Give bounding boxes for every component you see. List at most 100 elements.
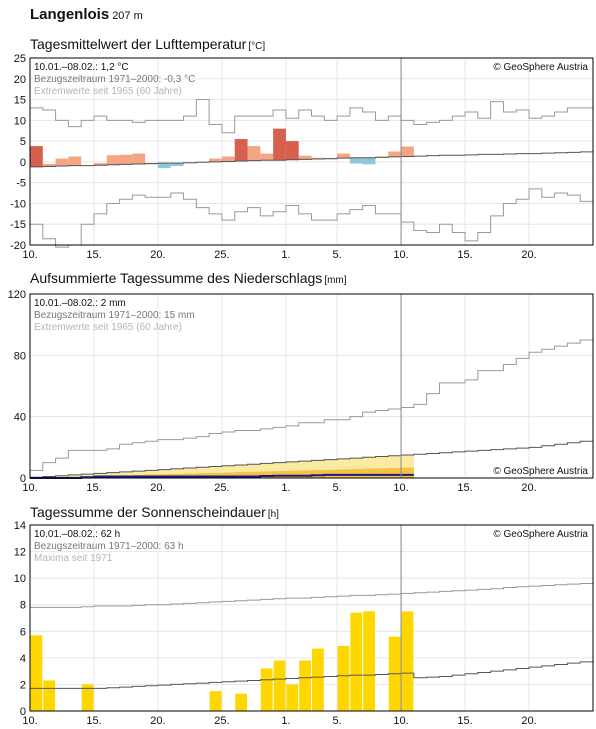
- y-tick-label: 6: [20, 626, 26, 638]
- y-tick-label: 80: [14, 350, 26, 362]
- temperature-bar: [106, 155, 120, 165]
- temperature-bar: [132, 153, 146, 164]
- temperature-bar: [401, 146, 414, 157]
- plot-frame: [29, 293, 594, 479]
- x-tick-label: 5.: [332, 482, 341, 494]
- info-line: Bezugszeitraum 1971–2000: 63 h: [34, 541, 184, 552]
- sunshine-bar: [350, 612, 363, 711]
- temperature-bar: [362, 157, 376, 165]
- min-extreme-line: [30, 188, 593, 248]
- sunshine-bar: [401, 611, 414, 711]
- copyright-label: © GeoSphere Austria: [493, 466, 588, 477]
- normal-line: [30, 661, 593, 689]
- temperature-bar: [221, 156, 235, 162]
- temperature-bar: [388, 151, 402, 157]
- x-tick-label: 20.: [521, 715, 536, 727]
- x-tick-label: 15.: [457, 482, 472, 494]
- sunshine-bar: [260, 668, 273, 711]
- x-tick-label: 1.: [281, 482, 290, 494]
- station-name: Langenlois: [30, 6, 110, 23]
- y-tick-label: 0: [20, 473, 26, 485]
- x-tick-label: 20.: [150, 715, 165, 727]
- info-line: 10.01.–08.02.: 2 mm: [34, 298, 126, 309]
- plot-frame: [29, 57, 594, 246]
- sunshine-title-text: Tagessumme der Sonnenscheindauer: [30, 504, 266, 520]
- temperature-bar: [298, 155, 312, 160]
- x-tick-label: 15.: [457, 715, 472, 727]
- x-tick-label: 15.: [86, 715, 101, 727]
- temperature-bar: [93, 163, 107, 166]
- x-tick-label: 10.: [22, 715, 37, 727]
- info-line: Extremwerte seit 1965 (60 Jahre): [34, 86, 182, 97]
- x-tick-label: 15.: [86, 249, 101, 261]
- y-tick-label: 5: [20, 136, 26, 148]
- temperature-bar: [42, 163, 56, 167]
- sunshine-bar: [312, 648, 324, 711]
- x-tick-label: 10.: [22, 482, 37, 494]
- y-tick-label: 10: [14, 115, 26, 127]
- temperature-bar: [68, 156, 82, 166]
- temperature-bar: [285, 141, 299, 160]
- copyright-label: © GeoSphere Austria: [493, 62, 588, 73]
- temperature-bar: [260, 153, 274, 161]
- temperature-bar: [273, 128, 286, 161]
- temperature-unit: [°C]: [248, 41, 266, 52]
- y-tick-label: 0: [20, 157, 26, 169]
- temperature-bar: [234, 139, 248, 162]
- info-line: Bezugszeitraum 1971–2000: -0,3 °C: [34, 74, 195, 85]
- temperature-bar: [311, 157, 325, 159]
- precipitation-title-text: Aufsummierte Tagessumme des Niederschlag…: [30, 270, 323, 286]
- x-tick-label: 20.: [521, 482, 536, 494]
- y-tick-label: -10: [10, 198, 26, 210]
- info-line: 10.01.–08.02.: 62 h: [34, 529, 120, 540]
- info-line: Extremwerte seit 1965 (60 Jahre): [34, 322, 182, 333]
- sunshine-bar: [209, 691, 222, 711]
- x-tick-label: 20.: [150, 482, 165, 494]
- x-tick-label: 15.: [457, 249, 472, 261]
- temperature-title-text: Tagesmittelwert der Lufttemperatur: [30, 36, 247, 52]
- temperature-bar: [119, 154, 133, 165]
- sunshine-unit: [h]: [267, 509, 279, 520]
- x-tick-label: 10.: [393, 715, 408, 727]
- y-tick-label: 15: [14, 95, 26, 107]
- sunshine-bar: [363, 611, 375, 711]
- sunshine-chart-title: Tagessumme der Sonnenscheindauer [h]: [30, 504, 279, 520]
- observed-cumulative-line: [30, 473, 414, 479]
- y-tick-label: 0: [20, 706, 26, 718]
- sunshine-bar: [299, 660, 311, 711]
- sunshine-chart: 0 2 4 6 8 10 12 14 10. 15. 20. 25. 1. 5. 10. 15. 20. 10.0…: [14, 520, 594, 727]
- sunshine-bar: [337, 645, 350, 711]
- temperature-bar: [55, 158, 69, 167]
- sunshine-bar: [235, 693, 248, 711]
- y-tick-label: -20: [10, 240, 26, 252]
- x-tick-label: 20.: [150, 249, 165, 261]
- x-tick-label: 25.: [214, 249, 229, 261]
- y-tick-label: 10: [14, 573, 26, 585]
- y-tick-label: 8: [20, 600, 26, 612]
- y-tick-label: 2: [20, 679, 26, 691]
- temperature-chart-title: Tagesmittelwert der Lufttemperatur [°C]: [30, 36, 265, 52]
- y-tick-label: 40: [14, 412, 26, 424]
- station-altitude: 207 m: [112, 10, 143, 22]
- x-tick-label: 5.: [332, 715, 341, 727]
- y-tick-label: -5: [16, 178, 26, 190]
- sunshine-bar: [81, 684, 94, 711]
- x-tick-label: 25.: [214, 482, 229, 494]
- normal-line: [30, 151, 593, 168]
- sunshine-bar: [30, 635, 43, 711]
- temperature-bar: [30, 146, 43, 167]
- sunshine-bar: [273, 660, 286, 711]
- max-extreme-line: [30, 99, 593, 134]
- y-tick-label: 20: [14, 74, 26, 86]
- sunshine-bar: [286, 684, 299, 711]
- x-tick-label: 10.: [393, 482, 408, 494]
- temperature-bar: [209, 158, 222, 162]
- precipitation-chart: 0 40 80 120 10. 15. 20. 25. 1. 5. 10. 15. 20. 10.01.–…: [8, 289, 594, 494]
- copyright-label: © GeoSphere Austria: [493, 529, 588, 540]
- temperature-bar: [170, 163, 184, 167]
- x-tick-label: 10.: [393, 249, 408, 261]
- temperature-bar: [157, 163, 171, 169]
- info-line: Maxima seit 1971: [34, 553, 113, 564]
- info-line: Bezugszeitraum 1971–2000: 15 mm: [34, 310, 195, 321]
- y-tick-label: 120: [8, 289, 26, 301]
